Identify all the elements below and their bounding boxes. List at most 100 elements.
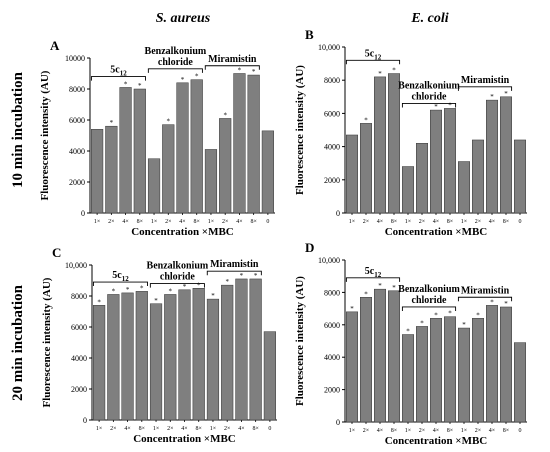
x-tick-label: 4× [433, 219, 439, 225]
group-label: 5c12 [365, 48, 382, 61]
bar [388, 290, 400, 423]
x-tick-label: 1× [208, 219, 214, 225]
y-tick-label: 4000 [324, 143, 340, 152]
y-tick-label: 0 [83, 416, 87, 425]
group-bracket [206, 270, 262, 276]
x-tick-label: 2× [363, 219, 369, 225]
group-bracket [147, 68, 203, 73]
x-tick-label: 1× [461, 428, 467, 434]
y-tick-label: 10,000 [65, 261, 87, 270]
x-tick-label: 2× [167, 426, 173, 432]
x-tick-label: 1× [461, 219, 467, 225]
column-title-s-aureus: S. aureus [156, 11, 211, 26]
x-axis-label: Concentration ×MBC [385, 435, 488, 447]
significance-star: * [181, 76, 185, 84]
bar [164, 294, 177, 421]
group-label: Benzalkonium [398, 80, 460, 91]
significance-star: * [378, 282, 382, 290]
group-bracket [401, 306, 457, 311]
x-tick-label: 1× [94, 219, 100, 225]
x-tick-label: 4× [489, 428, 495, 434]
bar [402, 334, 414, 423]
bar [360, 297, 372, 423]
group-bracket [457, 296, 513, 302]
bar [374, 76, 386, 214]
x-tick-label: 2× [222, 219, 228, 225]
group-bracket [149, 283, 205, 288]
bar [93, 305, 106, 421]
x-tick-label: 1× [96, 426, 102, 432]
group-label-line2: chloride [158, 57, 194, 68]
x-tick-label: 2× [475, 219, 481, 225]
x-tick-label: 8× [503, 219, 509, 225]
group-label: Benzalkonium [147, 261, 209, 272]
x-tick-label: 2× [108, 219, 114, 225]
x-tick-label: 0 [519, 219, 522, 225]
y-tick-label: 0 [336, 418, 340, 427]
bar [105, 125, 118, 214]
group-label: 5c12 [365, 266, 382, 279]
y-tick-label: 4000 [71, 354, 87, 363]
group-label: Miramistin [461, 285, 510, 296]
y-tick-label: 2000 [324, 176, 340, 185]
significance-star: * [434, 311, 438, 319]
x-tick-label: 4× [238, 426, 244, 432]
group-label-subscript: 12 [374, 53, 382, 61]
significance-star: * [420, 319, 424, 327]
row-title-20-min: 20 min incubation [10, 284, 26, 401]
group-bracket [204, 65, 260, 70]
bar [416, 326, 428, 423]
panel-letter: C [52, 245, 61, 260]
significance-star: * [490, 298, 494, 306]
chart-panel-d: D 0 2000 4000 6000 8000 10,000 1× * 2× * 4× * 8× * 1× * 2… [294, 240, 527, 447]
x-tick-label: 8× [503, 428, 509, 434]
bar [458, 161, 470, 214]
y-tick-label: 4000 [69, 147, 85, 156]
bar [346, 311, 358, 423]
significance-star: * [197, 281, 201, 289]
bar [472, 318, 484, 423]
group-label-line2: chloride [412, 295, 448, 306]
y-axis-label: Fluorescence intensity (AU) [294, 65, 306, 195]
bar [192, 288, 205, 421]
group-bracket [401, 102, 457, 108]
x-tick-label: 8× [391, 428, 397, 434]
x-tick-label: 2× [363, 428, 369, 434]
group-label-subscript: 12 [122, 275, 130, 283]
significance-star: * [448, 101, 452, 109]
group-label-subscript: 12 [374, 271, 382, 279]
y-tick-label: 2000 [324, 386, 340, 395]
y-axis-label: Fluorescence intensity (AU) [39, 70, 51, 200]
x-tick-label: 8× [196, 426, 202, 432]
bar [133, 88, 146, 214]
bar [206, 298, 220, 421]
bar [261, 130, 274, 214]
bar [500, 306, 512, 423]
bar [119, 87, 132, 214]
x-tick-label: 1× [349, 219, 355, 225]
x-tick-label: 1× [405, 219, 411, 225]
bar [514, 342, 526, 423]
bar [121, 292, 134, 421]
bar [249, 278, 262, 421]
x-tick-label: 2× [419, 428, 425, 434]
x-tick-label: 8× [137, 219, 143, 225]
significance-star: * [223, 111, 227, 119]
significance-star: * [254, 272, 258, 280]
x-tick-label: 0 [266, 219, 269, 225]
significance-star: * [392, 67, 396, 75]
panel-letter: B [305, 27, 314, 42]
bar [500, 96, 512, 214]
significance-star: * [225, 278, 229, 286]
chart-panel-c: C 0 2000 4000 6000 8000 10,000 1× * 2× * 4× * 8× * 1× * 2… [41, 245, 277, 445]
x-tick-label: 4× [433, 428, 439, 434]
significance-star: * [364, 290, 368, 298]
group-label-subscript: 12 [120, 70, 128, 78]
x-tick-label: 8× [447, 428, 453, 434]
significance-star: * [238, 67, 242, 75]
group-label: Benzalkonium [398, 284, 460, 295]
bar [388, 73, 400, 214]
significance-star: * [110, 119, 114, 127]
group-bracket [345, 277, 401, 282]
